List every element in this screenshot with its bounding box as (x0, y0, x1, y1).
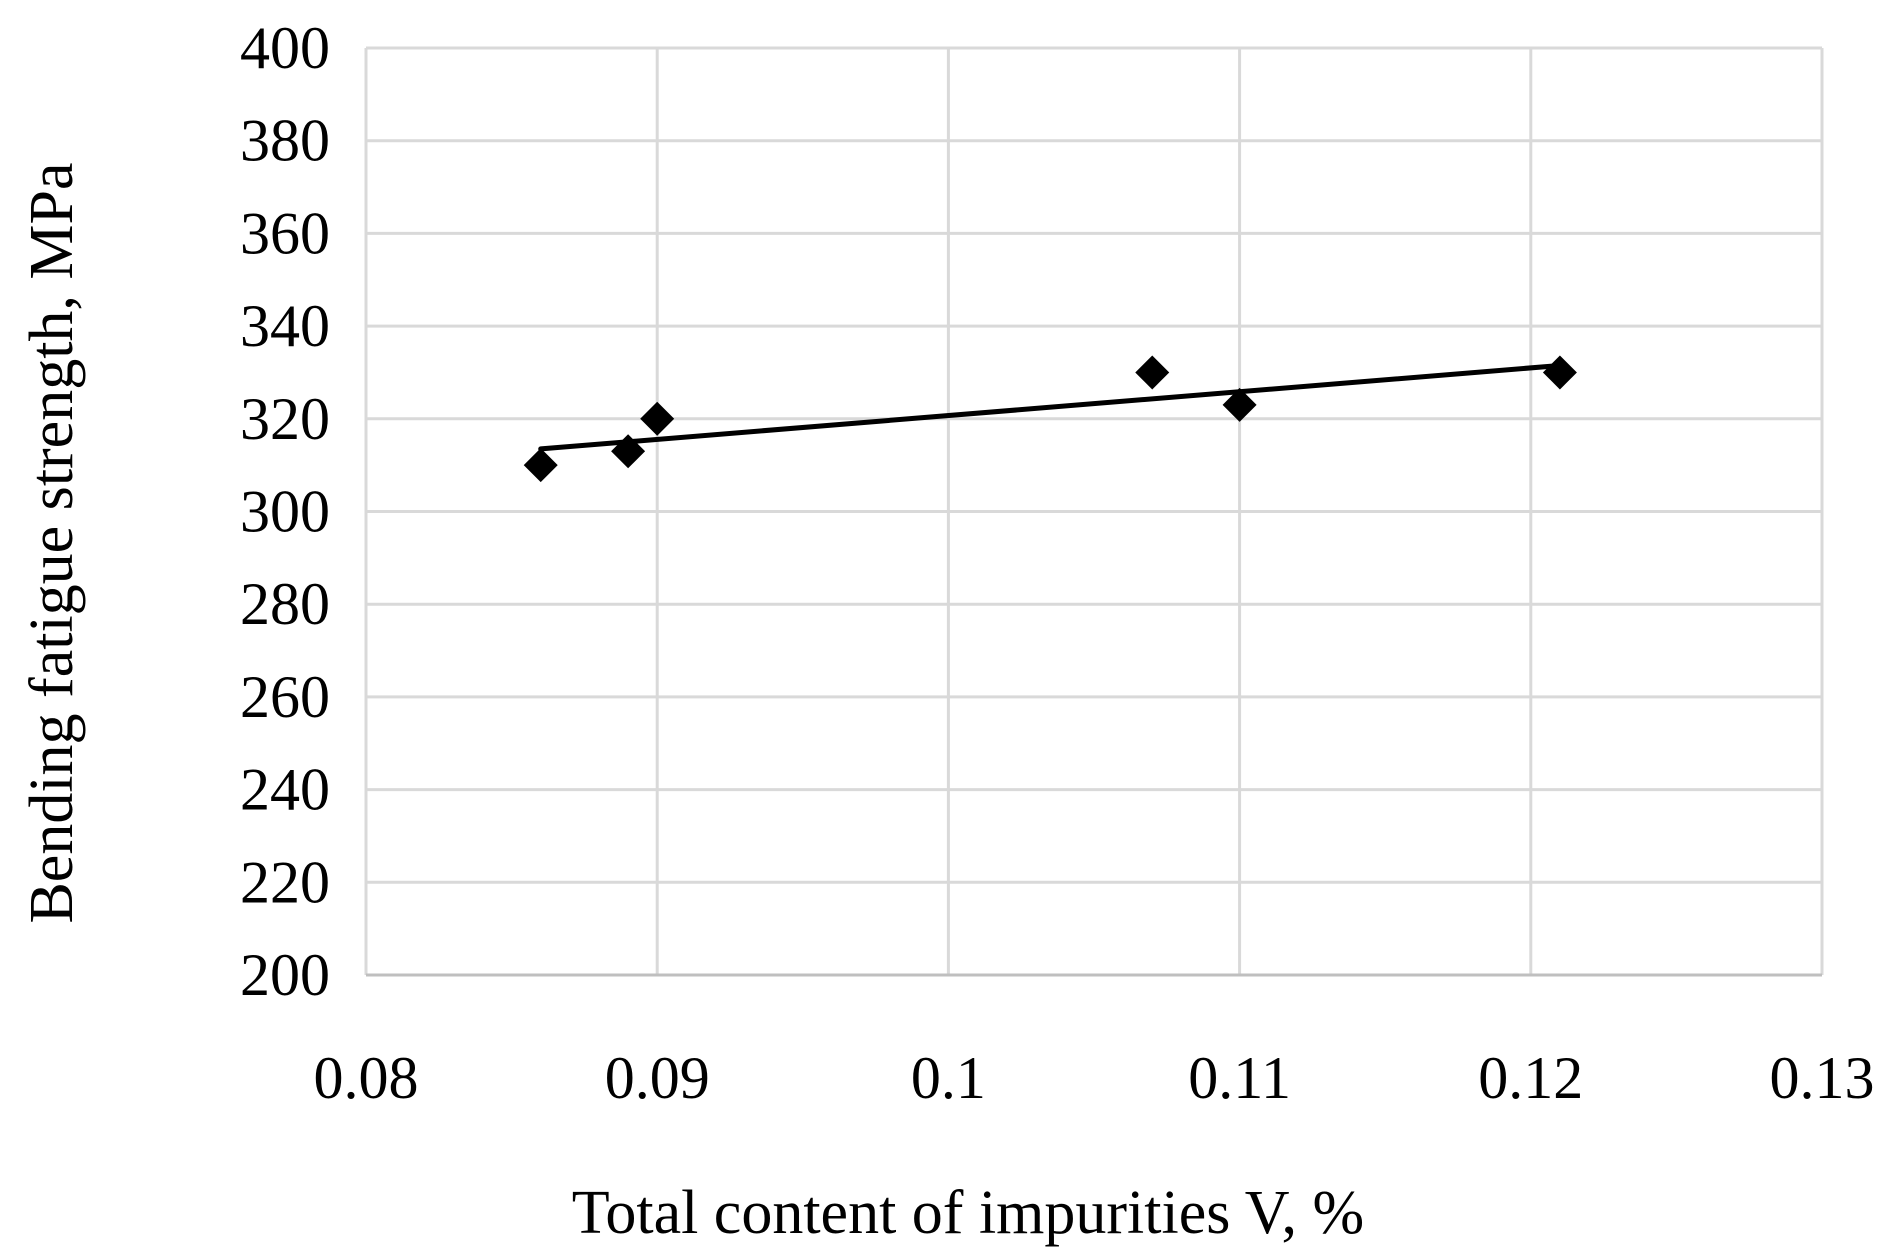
data-point (1542, 355, 1577, 390)
y-tick-label: 320 (240, 386, 330, 452)
x-tick-label: 0.12 (1478, 1045, 1583, 1111)
x-tick-label: 0.09 (605, 1045, 710, 1111)
y-tick-label: 400 (240, 15, 330, 81)
x-tick-labels: 0.08 0.09 0.1 0.11 0.12 0.13 (314, 1045, 1875, 1111)
x-tick-label: 0.11 (1188, 1045, 1291, 1111)
x-axis-title: Total content of impurities V, % (572, 1179, 1364, 1247)
y-tick-label: 240 (240, 757, 330, 823)
data-point (523, 448, 558, 483)
y-tick-label: 280 (240, 571, 330, 637)
y-tick-label: 300 (240, 479, 330, 545)
trendline (538, 362, 1563, 452)
trendline-group (538, 362, 1563, 452)
x-tick-label: 0.13 (1770, 1045, 1875, 1111)
y-tick-label: 380 (240, 108, 330, 174)
y-tick-label: 200 (240, 942, 330, 1008)
y-tick-label: 220 (240, 849, 330, 915)
y-tick-label: 340 (240, 293, 330, 359)
grid (364, 46, 1824, 975)
data-point (611, 434, 646, 469)
data-point (640, 401, 675, 436)
data-point (1135, 355, 1170, 390)
y-axis-title: Bending fatigue strength, MPa (18, 162, 86, 923)
y-tick-labels: 200 220 240 260 280 300 320 340 360 380 400 (240, 15, 330, 1008)
x-tick-label: 0.1 (911, 1045, 986, 1111)
x-tick-label: 0.08 (314, 1045, 419, 1111)
data-point (1222, 387, 1257, 422)
y-tick-label: 360 (240, 200, 330, 266)
y-tick-label: 260 (240, 664, 330, 730)
data-points (523, 355, 1577, 483)
